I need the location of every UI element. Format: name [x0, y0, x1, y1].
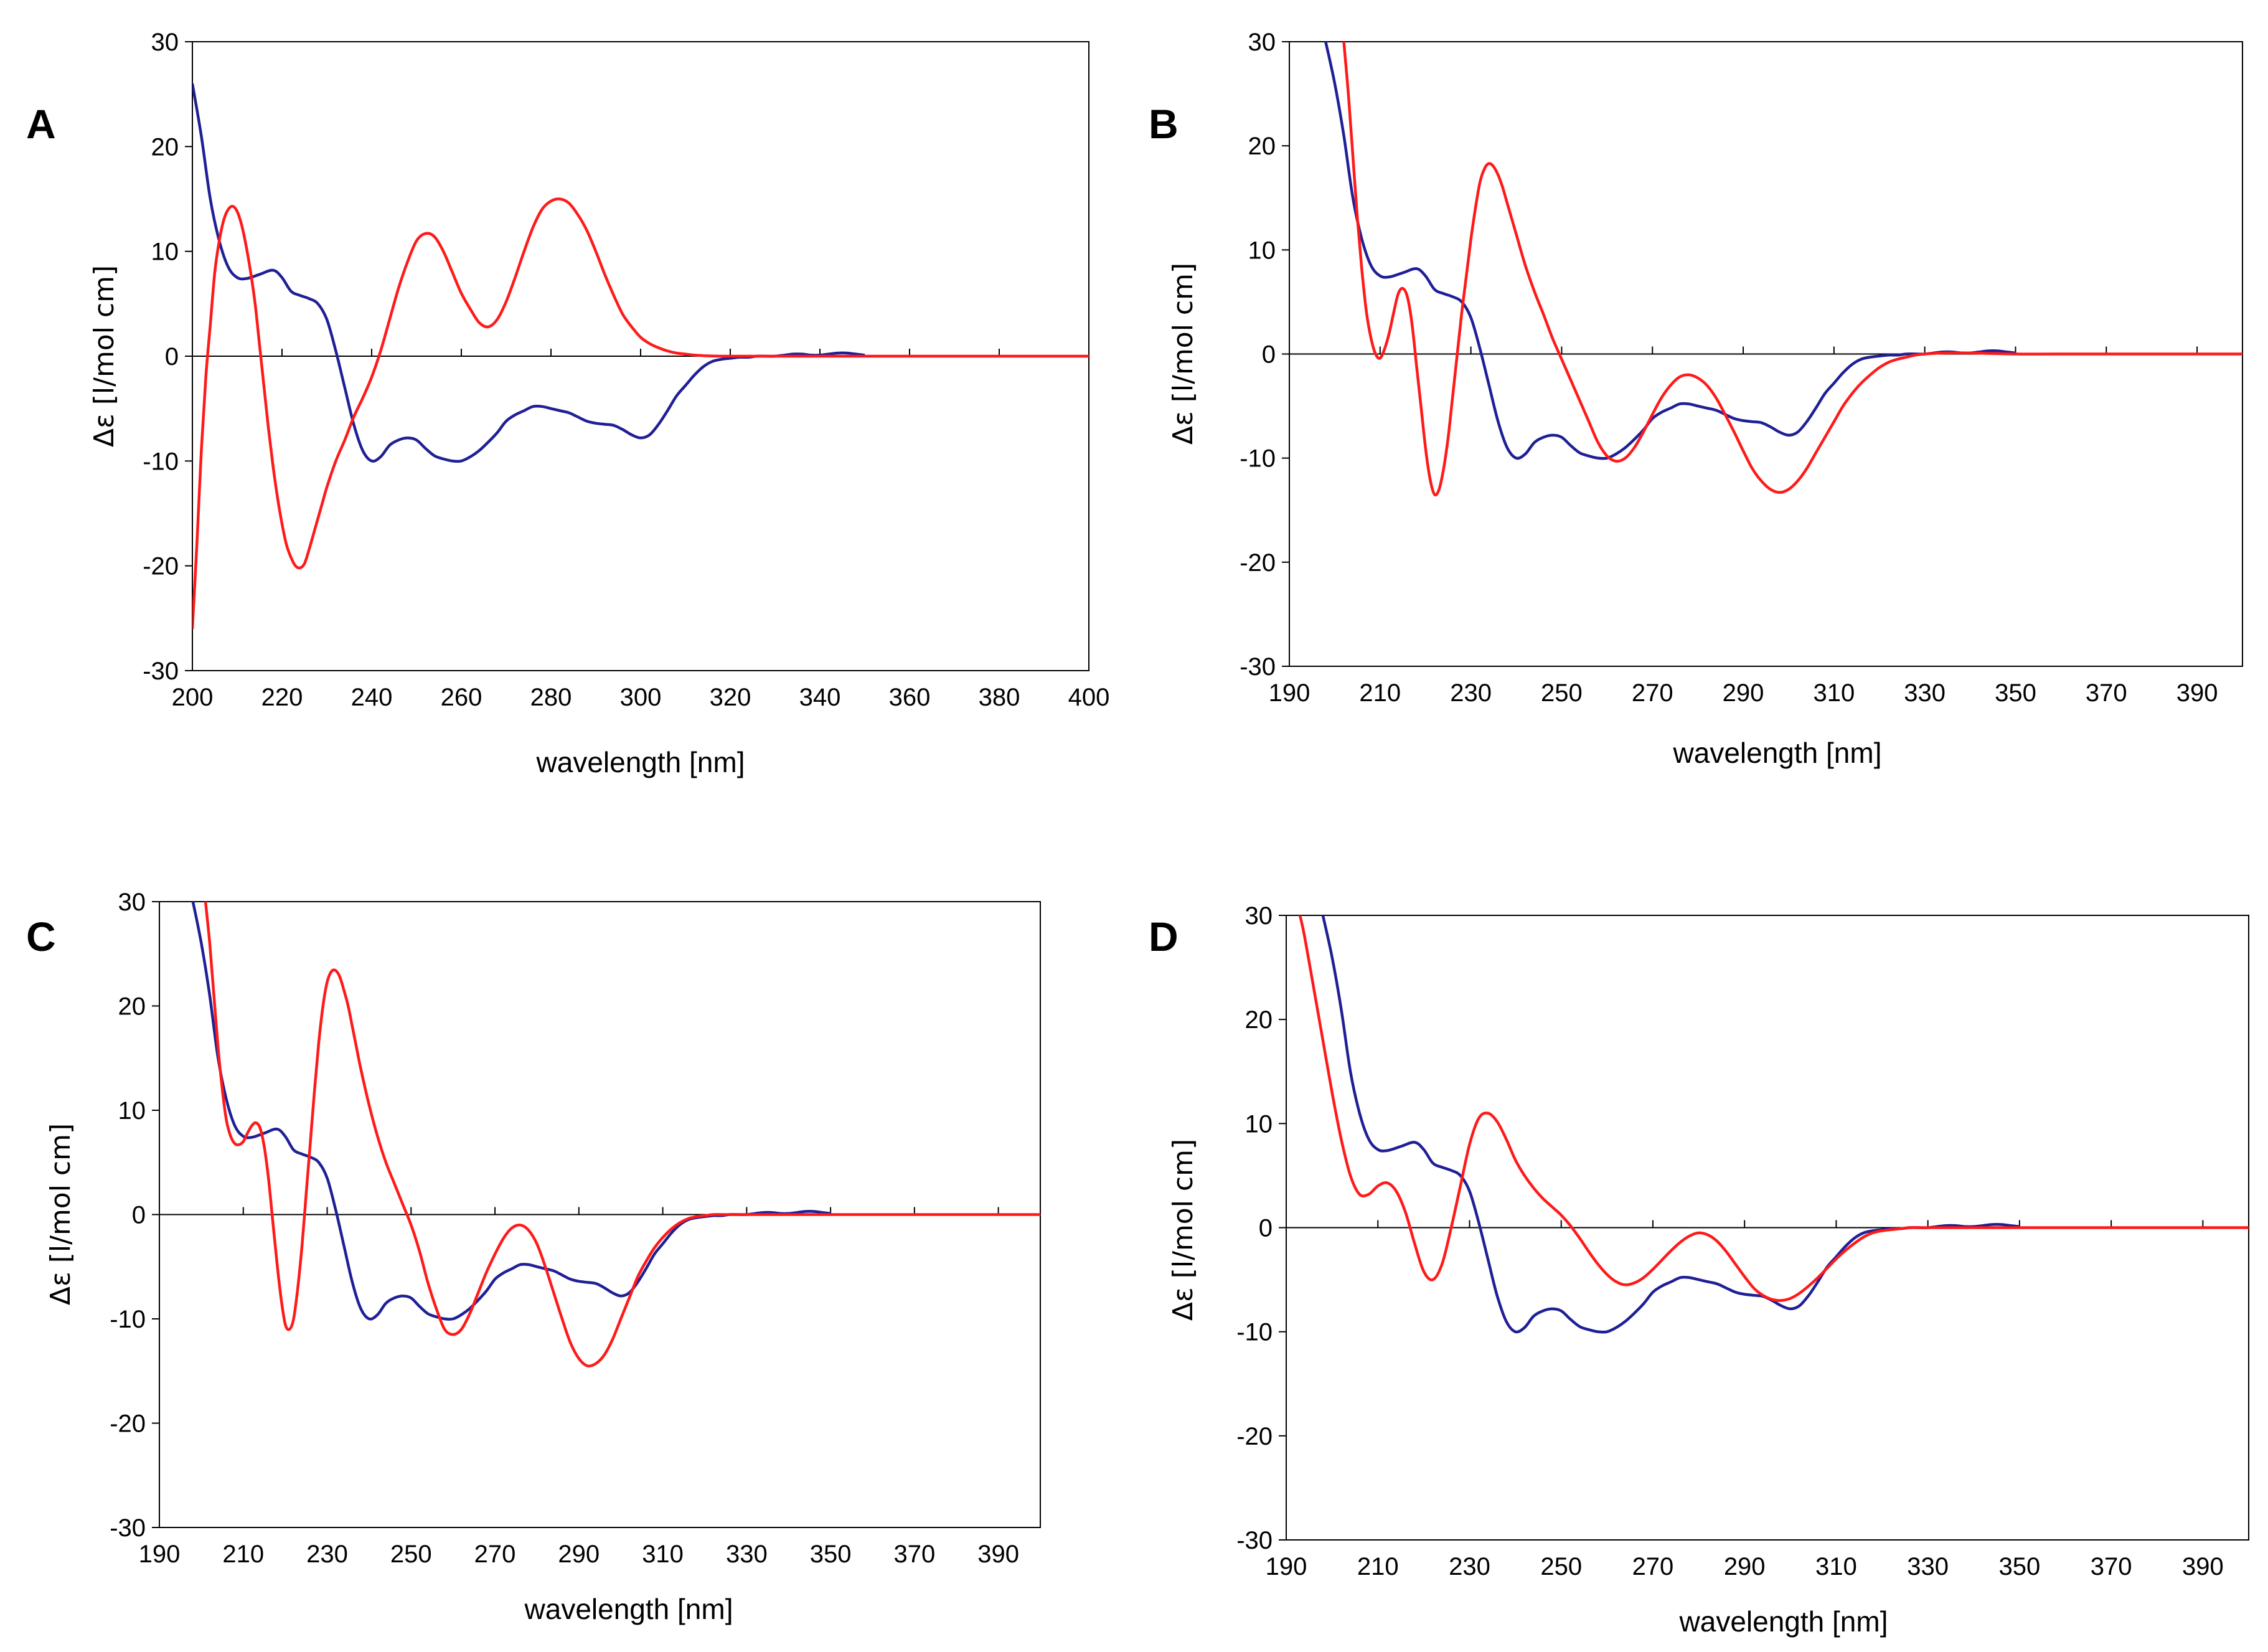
x-tick-label: 310 — [1813, 679, 1855, 707]
x-tick-label: 260 — [441, 684, 482, 711]
y-axis-title: Δε [l/mol cm] — [1167, 263, 1199, 445]
x-axis-title: wavelength [nm] — [524, 1593, 733, 1625]
panel-letter: D — [1149, 913, 1179, 960]
x-tick-label: 390 — [2182, 1553, 2224, 1580]
x-tick-label: 230 — [1449, 1553, 1490, 1580]
x-tick-label: 270 — [1632, 1553, 1674, 1580]
x-tick-label: 220 — [261, 684, 303, 711]
x-tick-label: 190 — [1266, 1553, 1307, 1580]
y-tick-label: 20 — [1248, 133, 1276, 160]
y-tick-label: 10 — [118, 1097, 146, 1125]
x-tick-label: 270 — [1632, 679, 1673, 707]
y-axis-title: Δε [l/mol cm] — [45, 1123, 77, 1305]
x-tick-label: 210 — [222, 1541, 264, 1568]
y-tick-label: 30 — [1245, 902, 1273, 930]
y-tick-label: -30 — [1236, 1527, 1273, 1554]
y-tick-label: -20 — [143, 553, 179, 580]
x-tick-label: 310 — [1815, 1553, 1857, 1580]
y-tick-label: -10 — [143, 448, 179, 475]
x-tick-label: 330 — [1904, 679, 1946, 707]
chart-panel-d: D -30 -20 -10 0 10 20 30 190 210 230 250 270 290 310 3… — [1149, 902, 2249, 1638]
x-tick-label: 230 — [1450, 679, 1492, 707]
chart-panel-c: C -30 -20 -10 0 10 20 30 190 210 230 250 270 290 310 3… — [26, 889, 1041, 1625]
x-tick-label: 330 — [726, 1541, 768, 1568]
series-line-red — [192, 197, 1089, 629]
y-tick-label: -20 — [110, 1410, 146, 1438]
x-tick-label: 400 — [1068, 684, 1110, 711]
series-line-red — [1298, 915, 2249, 1302]
y-tick-label: 20 — [151, 133, 179, 161]
x-tick-label: 190 — [1269, 679, 1310, 707]
x-tick-label: 370 — [893, 1541, 935, 1568]
x-tick-label: 250 — [1541, 679, 1583, 707]
y-tick-label: 30 — [151, 29, 179, 56]
y-tick-label: 10 — [151, 238, 179, 266]
plot-area: -30 -20 -10 0 10 20 30 200 220 240 260 280 300 320 340… — [143, 29, 1109, 711]
x-tick-label: 200 — [172, 684, 214, 711]
x-tick-label: 350 — [1995, 679, 2036, 707]
y-tick-label: 10 — [1245, 1110, 1273, 1138]
x-tick-label: 370 — [2091, 1553, 2132, 1580]
x-tick-label: 290 — [1724, 1553, 1766, 1580]
x-tick-label: 190 — [139, 1541, 181, 1568]
y-tick-label: 20 — [118, 993, 146, 1021]
y-axis-title: Δε [l/mol cm] — [1167, 1139, 1199, 1321]
y-tick-label: -10 — [1236, 1319, 1273, 1346]
series-line-blue — [1324, 42, 2016, 460]
x-tick-label: 310 — [642, 1541, 684, 1568]
x-tick-label: 350 — [810, 1541, 852, 1568]
x-tick-label: 250 — [390, 1541, 432, 1568]
x-tick-label: 330 — [1907, 1553, 1949, 1580]
plot-area: -30 -20 -10 0 10 20 30 190 210 230 250 270 290 310 330… — [1236, 902, 2249, 1580]
x-tick-label: 380 — [979, 684, 1020, 711]
panel-letter: C — [26, 913, 56, 960]
plot-area: -30 -20 -10 0 10 20 30 190 210 230 250 270 290 310 330… — [1240, 29, 2243, 707]
panel-letter: B — [1149, 101, 1179, 147]
x-tick-label: 250 — [1540, 1553, 1582, 1580]
y-tick-label: 0 — [165, 343, 179, 371]
y-tick-label: 0 — [1259, 1215, 1273, 1242]
y-tick-label: -20 — [1240, 549, 1276, 577]
x-tick-label: 390 — [977, 1541, 1019, 1568]
x-tick-label: 350 — [1999, 1553, 2041, 1580]
x-tick-label: 230 — [306, 1541, 348, 1568]
x-tick-label: 340 — [799, 684, 841, 711]
y-tick-label: 30 — [1248, 29, 1276, 56]
x-tick-label: 300 — [620, 684, 662, 711]
x-tick-label: 210 — [1359, 679, 1401, 707]
x-tick-label: 270 — [474, 1541, 516, 1568]
y-tick-label: -30 — [1240, 653, 1276, 681]
series-line-red — [1342, 42, 2242, 497]
x-tick-label: 360 — [889, 684, 931, 711]
plot-area: -30 -20 -10 0 10 20 30 190 210 230 250 270 290 310 330… — [110, 889, 1041, 1568]
x-tick-label: 370 — [2086, 679, 2127, 707]
x-axis-title: wavelength [nm] — [1679, 1605, 1888, 1638]
y-tick-label: 0 — [1262, 341, 1276, 369]
x-tick-label: 290 — [1723, 679, 1764, 707]
y-tick-label: 30 — [118, 889, 146, 916]
y-tick-label: 10 — [1248, 237, 1276, 264]
y-axis-title: Δε [l/mol cm] — [88, 265, 120, 447]
x-tick-label: 280 — [530, 684, 572, 711]
y-tick-label: -30 — [143, 658, 179, 685]
y-tick-label: 0 — [132, 1202, 146, 1229]
x-axis-title: wavelength [nm] — [1673, 737, 1882, 769]
y-tick-label: -10 — [110, 1306, 146, 1333]
chart-panel-a: A -30 -20 -10 0 10 20 30 200 220 240 260 280 300 320 3… — [26, 29, 1109, 778]
y-tick-label: -10 — [1240, 445, 1276, 473]
x-tick-label: 240 — [351, 684, 393, 711]
x-axis-title: wavelength [nm] — [536, 746, 745, 778]
x-tick-label: 210 — [1357, 1553, 1399, 1580]
chart-panel-b: B -30 -20 -10 0 10 20 30 190 210 230 250 270 290 310 3… — [1149, 29, 2243, 769]
y-tick-label: 20 — [1245, 1006, 1273, 1034]
panel-letter: A — [26, 101, 56, 147]
x-tick-label: 390 — [2176, 679, 2218, 707]
y-tick-label: -20 — [1236, 1423, 1273, 1450]
x-tick-label: 320 — [710, 684, 751, 711]
x-tick-label: 290 — [558, 1541, 600, 1568]
series-line-red — [204, 902, 1040, 1368]
y-tick-label: -30 — [110, 1514, 146, 1542]
